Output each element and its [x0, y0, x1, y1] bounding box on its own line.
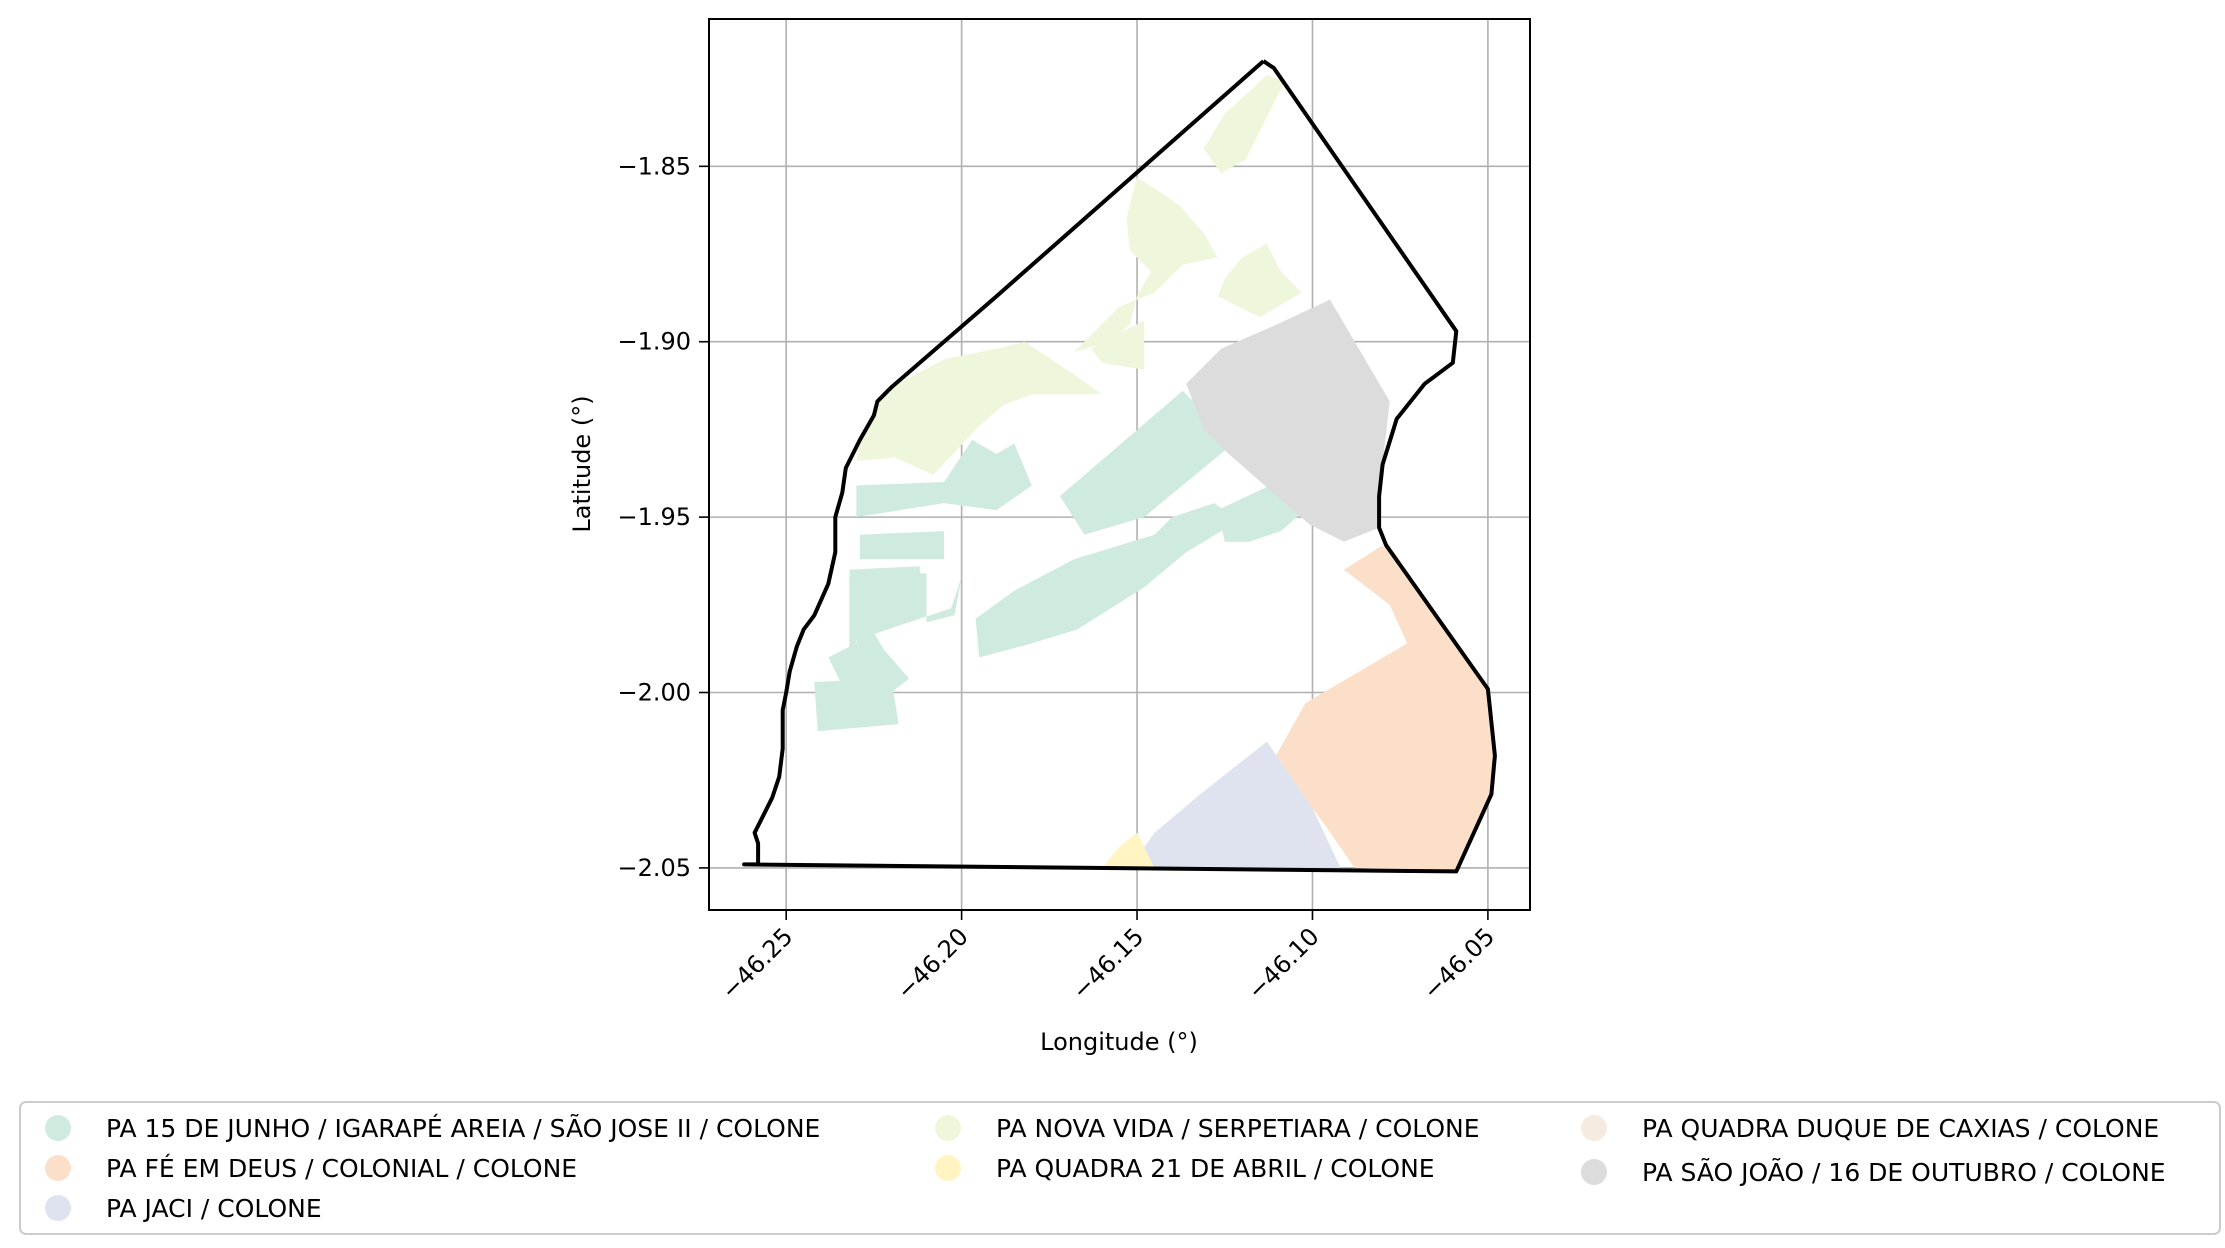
- legend-entry-label: PA SÃO JOÃO / 16 DE OUTUBRO / COLONE: [1642, 1157, 2166, 1187]
- legend-swatch: [935, 1155, 961, 1181]
- y-tick-label: −1.90: [617, 328, 691, 356]
- zone-polygon: [1102, 832, 1155, 868]
- x-axis-ticks: −46.25 −46.20 −46.15 −46.10 −46.05: [716, 910, 1500, 1005]
- x-tick-label: −46.25: [716, 922, 799, 1005]
- y-axis-ticks: −1.85 −1.90 −1.95 −2.00 −2.05: [617, 152, 709, 882]
- zone-polygon: [1137, 741, 1341, 868]
- legend-swatch: [935, 1115, 961, 1141]
- boundary-outline: [742, 59, 1497, 874]
- x-tick-label: −46.20: [891, 922, 974, 1005]
- zone-polygon: [1186, 299, 1390, 542]
- zone-polygon: [1203, 75, 1285, 174]
- y-tick-label: −2.05: [617, 854, 691, 882]
- zone-polygon: [856, 341, 1102, 475]
- legend-entry-label: PA JACI / COLONE: [106, 1194, 322, 1223]
- study-area-boundary: [742, 59, 1497, 874]
- legend-entry-label: PA 15 DE JUNHO / IGARAPÉ AREIA / SÃO JOS…: [106, 1113, 820, 1143]
- legend-swatch: [45, 1155, 71, 1181]
- legend-entry-label: PA FÉ EM DEUS / COLONIAL / COLONE: [106, 1154, 577, 1183]
- zone-polygon: [856, 439, 1032, 518]
- x-tick-label: −46.05: [1418, 922, 1501, 1005]
- legend-swatch: [45, 1115, 71, 1141]
- y-tick-label: −1.95: [617, 503, 691, 531]
- zone-polygon: [1273, 545, 1495, 872]
- zone-polygon: [821, 566, 923, 700]
- zone-polygon: [975, 503, 1239, 658]
- zone-polygon: [859, 531, 945, 560]
- x-tick-label: −46.15: [1067, 922, 1150, 1005]
- x-axis-label: Longitude (°): [1040, 1028, 1198, 1056]
- legend-entry-label: PA QUADRA DUQUE DE CAXIAS / COLONE: [1642, 1114, 2159, 1143]
- y-axis-label: Latitude (°): [568, 395, 596, 532]
- legend-entry-label: PA QUADRA 21 DE ABRIL / COLONE: [996, 1154, 1435, 1183]
- y-tick-label: −1.85: [617, 152, 691, 180]
- legend-box: [19, 1101, 2221, 1235]
- zone-polygon: [1091, 320, 1145, 370]
- legend-swatch: [45, 1195, 71, 1221]
- zone-polygon: [1073, 176, 1218, 353]
- x-tick-label: −46.10: [1242, 922, 1325, 1005]
- axes-frame: [708, 18, 1531, 911]
- legend-swatch: [1581, 1159, 1607, 1185]
- legend: PA 15 DE JUNHO / IGARAPÉ AREIA / SÃO JOS…: [45, 1113, 2166, 1223]
- legend-swatch: [1581, 1115, 1607, 1141]
- zone-polygon: [1059, 390, 1225, 535]
- y-tick-label: −2.00: [617, 679, 691, 707]
- settlement-zones: [814, 75, 1495, 872]
- legend-entry-label: PA NOVA VIDA / SERPETIARA / COLONE: [996, 1114, 1480, 1143]
- zone-polygon: [814, 678, 899, 732]
- zone-polygon: [1217, 243, 1302, 318]
